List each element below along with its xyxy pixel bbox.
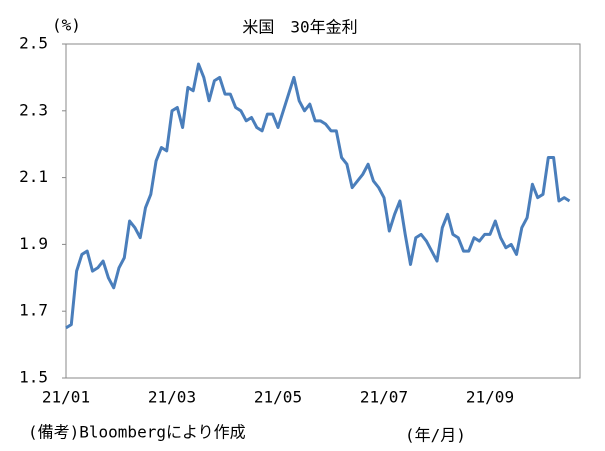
x-unit: (年/月) <box>405 426 466 445</box>
x-tick-label: 21/01 <box>42 388 90 407</box>
line <box>65 62 571 330</box>
y-tick-label: 1.9 <box>19 234 48 253</box>
x-tick-label: 21/09 <box>466 388 514 407</box>
y-tick-label: 1.7 <box>19 301 48 320</box>
x-tick-label: 21/05 <box>254 388 302 407</box>
x-tick-label: 21/07 <box>360 388 408 407</box>
x-tick-label: 21/03 <box>148 388 196 407</box>
plot-frame <box>65 43 581 379</box>
y-tick-label: 1.5 <box>19 368 48 387</box>
y-tick-label: 2.3 <box>19 100 48 119</box>
note: (備考)Bloombergにより作成 <box>28 423 246 442</box>
chart-title: 米国 30年金利 <box>242 18 357 37</box>
y-unit: (%) <box>52 16 81 35</box>
y-tick-label: 2.1 <box>19 167 48 186</box>
y-tick-label: 2.5 <box>19 34 48 53</box>
